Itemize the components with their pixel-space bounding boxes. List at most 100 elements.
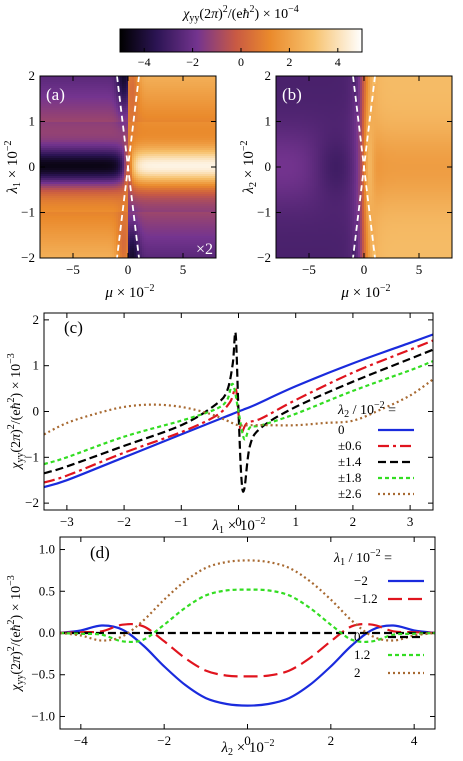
heatmap-cell: [162, 144, 165, 147]
heatmap-cell: [112, 188, 115, 191]
heatmap-cell: [82, 146, 85, 149]
heatmap-cell: [196, 102, 199, 105]
heatmap-cell: [98, 82, 101, 85]
heatmap-cell: [108, 84, 111, 87]
heatmap-cell: [64, 102, 67, 105]
heatmap-cell: [104, 164, 107, 167]
heatmap-cell: [186, 112, 189, 115]
heatmap-cell: [138, 150, 141, 153]
heatmap-cell: [60, 78, 63, 81]
heatmap-cell: [208, 78, 211, 81]
heatmap-cell: [144, 160, 147, 163]
heatmap-cell: [164, 174, 167, 177]
heatmap-cell: [46, 146, 49, 149]
heatmap-cell: [118, 156, 121, 159]
heatmap-cell: [116, 172, 119, 175]
heatmap-cell: [176, 128, 179, 131]
heatmap-cell: [158, 140, 161, 143]
heatmap-cell: [104, 140, 107, 143]
heatmap-cell: [100, 180, 103, 183]
heatmap-cell: [62, 160, 65, 163]
heatmap-cell: [92, 96, 95, 99]
heatmap-cell: [78, 76, 81, 79]
heatmap-cell: [178, 96, 181, 99]
heatmap-cell: [194, 82, 197, 85]
heatmap-cell: [112, 142, 115, 145]
heatmap-cell: [84, 148, 87, 151]
heatmap-cell: [178, 76, 181, 79]
heatmap-cell: [96, 116, 99, 119]
heatmap-cell: [46, 148, 49, 151]
heatmap-cell: [96, 88, 99, 91]
heatmap-cell: [58, 110, 61, 113]
heatmap-cell: [158, 96, 161, 99]
heatmap-cell: [180, 172, 183, 175]
heatmap-cell: [126, 148, 129, 151]
heatmap-cell: [98, 78, 101, 81]
heatmap-cell: [188, 86, 191, 89]
heatmap-cell: [212, 142, 215, 145]
heatmap-cell: [202, 144, 205, 147]
heatmap-cell: [204, 124, 207, 127]
heatmap-cell: [142, 88, 145, 91]
heatmap-cell: [112, 86, 115, 89]
heatmap-cell: [68, 184, 71, 187]
heatmap-cell: [182, 186, 185, 189]
heatmap-cell: [182, 116, 185, 119]
heatmap-cell: [98, 126, 101, 129]
heatmap-cell: [132, 134, 135, 137]
heatmap-cell: [174, 122, 177, 125]
heatmap-cell: [214, 138, 216, 141]
heatmap-cell: [194, 114, 197, 117]
heatmap-cell: [118, 114, 121, 117]
heatmap-cell: [146, 124, 149, 127]
heatmap-cell: [152, 160, 155, 163]
heatmap-cell: [48, 86, 51, 89]
heatmap-cell: [108, 114, 111, 117]
heatmap-cell: [184, 104, 187, 107]
heatmap-cell: [166, 140, 169, 143]
heatmap-cell: [174, 76, 177, 79]
heatmap-cell: [138, 134, 141, 137]
heatmap-cell: [188, 172, 191, 175]
heatmap-cell: [80, 178, 83, 181]
heatmap-cell: [162, 116, 165, 119]
heatmap-cell: [60, 128, 63, 131]
heatmap-cell: [174, 82, 177, 85]
heatmap-cell: [76, 146, 79, 149]
heatmap-cell: [86, 120, 89, 123]
heatmap-cell: [106, 184, 109, 187]
heatmap-cell: [132, 150, 135, 153]
heatmap-cell: [136, 186, 139, 189]
heatmap-cell: [146, 84, 149, 87]
heatmap-cell: [140, 178, 143, 181]
heatmap-cell: [206, 140, 209, 143]
heatmap-cell: [44, 144, 47, 147]
heatmap-cell: [118, 152, 121, 155]
heatmap-cell: [40, 100, 43, 103]
heatmap-cell: [174, 96, 177, 99]
heatmap-cell: [152, 154, 155, 157]
heatmap-cell: [206, 124, 209, 127]
heatmap-cell: [180, 144, 183, 147]
heatmap-cell: [64, 138, 67, 141]
heatmap-cell: [178, 120, 181, 123]
heatmap-cell: [168, 170, 171, 173]
heatmap-cell: [42, 146, 45, 149]
heatmap-cell: [102, 118, 105, 121]
heatmap-cell: [156, 116, 159, 119]
heatmap-cell: [150, 76, 153, 79]
heatmap-cell: [46, 122, 49, 125]
heatmap-cell: [184, 124, 187, 127]
heatmap-cell: [76, 184, 79, 187]
heatmap-cell: [46, 144, 49, 147]
heatmap-cell: [176, 168, 179, 171]
heatmap-cell: [58, 184, 61, 187]
heatmap-cell: [96, 178, 99, 181]
heatmap-cell: [210, 112, 213, 115]
heatmap-cell: [154, 108, 157, 111]
heatmap-cell: [186, 156, 189, 159]
heatmap-cell: [166, 176, 169, 179]
heatmap-cell: [92, 162, 95, 165]
heatmap-cell: [78, 160, 81, 163]
